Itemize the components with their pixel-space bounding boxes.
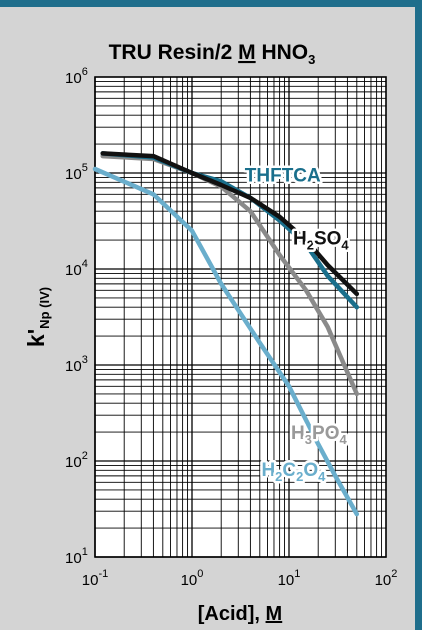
y-tick-label: 102 — [65, 450, 88, 471]
series-label-text: H2SO4 — [293, 228, 349, 252]
x-tick-label: 101 — [278, 568, 301, 589]
series-label-text: THFTCA — [245, 165, 321, 186]
series-label-h3po4: H3PO4 — [289, 420, 350, 449]
y-tick-label: 101 — [65, 546, 88, 567]
x-tick-label: 100 — [181, 568, 204, 589]
x-tick-label: 102 — [375, 568, 398, 589]
x-axis-label: [Acid], M — [198, 603, 282, 625]
series-lines — [92, 151, 360, 517]
x-tick-label: 10-1 — [82, 568, 108, 589]
y-tick-label: 104 — [65, 258, 88, 279]
series-label-text: H2C2O4 — [261, 460, 326, 484]
series-label-thftca: THFTCA — [242, 163, 323, 189]
y-tick-label: 106 — [65, 66, 88, 87]
y-tick-label: 103 — [65, 354, 88, 375]
series-line-h2so4 — [100, 151, 360, 297]
series-label-h2so4: H2SO4 — [291, 226, 352, 255]
plot-border — [94, 76, 387, 558]
series-line-h2c2o4 — [92, 166, 360, 517]
series-label-h2c2o4: H2C2O4 — [259, 457, 329, 486]
x-tick-labels: 10-1 100 101 102 — [82, 568, 398, 589]
y-axis-label: k'Np (IV) — [23, 287, 52, 347]
chart-title: TRU Resin/2 M HNO3 — [109, 41, 316, 67]
series-label-text: H3PO4 — [291, 423, 347, 447]
y-tick-labels: 101 102 103 104 105 106 — [65, 66, 88, 567]
y-tick-label: 105 — [65, 162, 88, 183]
